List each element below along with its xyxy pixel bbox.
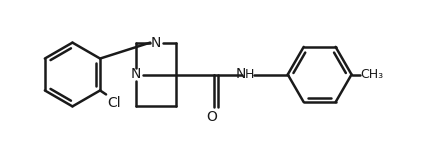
Text: O: O bbox=[206, 110, 218, 124]
Text: N: N bbox=[151, 36, 162, 50]
Text: Cl: Cl bbox=[107, 96, 121, 110]
Text: CH₃: CH₃ bbox=[360, 68, 384, 81]
Text: N: N bbox=[131, 67, 142, 82]
Text: N: N bbox=[236, 67, 246, 82]
Text: H: H bbox=[245, 68, 254, 81]
